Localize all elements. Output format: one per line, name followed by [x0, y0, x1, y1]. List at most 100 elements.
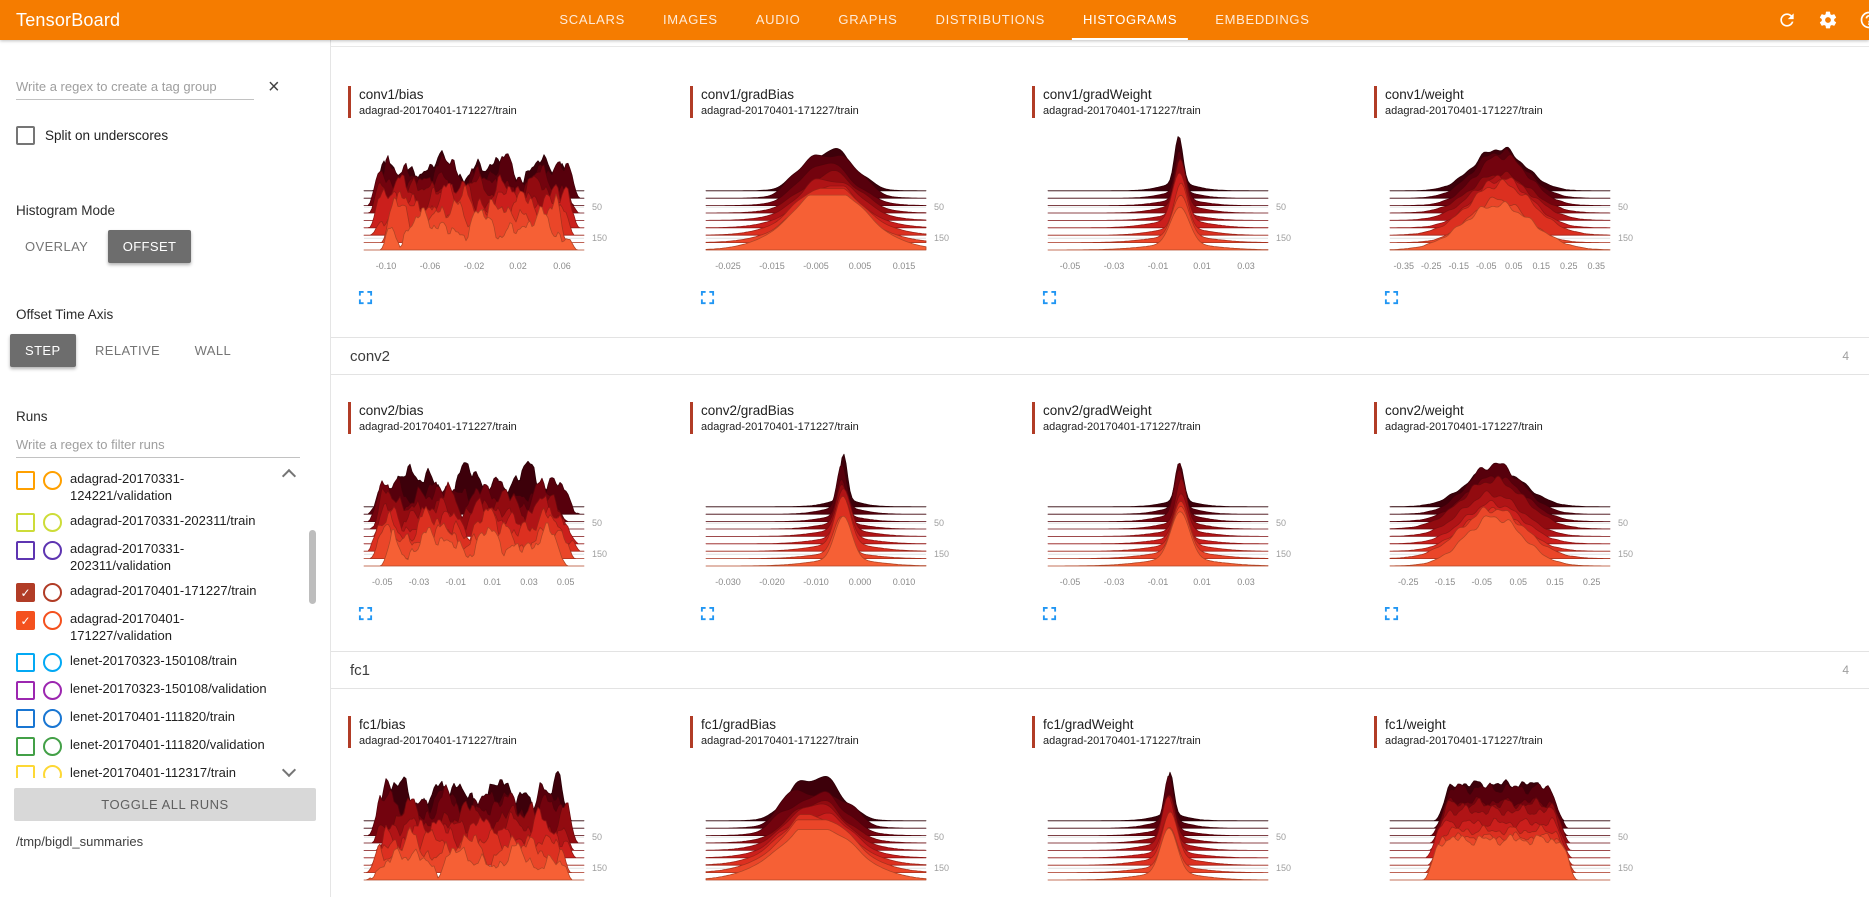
- tag-title: conv1/gradWeight: [1043, 87, 1152, 102]
- run-list-item[interactable]: ✓ lenet-20170401-111820/train: [0, 704, 330, 732]
- close-icon[interactable]: ×: [268, 76, 280, 98]
- tag-regex-input[interactable]: [16, 74, 254, 100]
- svg-text:-0.15: -0.15: [1449, 261, 1470, 271]
- histogram-chart[interactable]: 50 150: [1378, 758, 1678, 897]
- svg-text:0.15: 0.15: [1533, 261, 1551, 271]
- run-list-item[interactable]: ✓ adagrad-20170331-202311/validation: [0, 536, 330, 578]
- svg-text:150: 150: [934, 549, 949, 559]
- expand-icon[interactable]: [1384, 606, 1400, 622]
- run-checkbox[interactable]: ✓: [16, 653, 35, 672]
- run-name: adagrad-20170401-171227/train: [701, 735, 859, 747]
- wall-button[interactable]: WALL: [180, 334, 247, 367]
- expand-icon[interactable]: [358, 606, 374, 622]
- run-isolator-radio[interactable]: [43, 737, 62, 756]
- tag-title: fc1/weight: [1385, 717, 1446, 732]
- run-checkbox[interactable]: ✓: [16, 737, 35, 756]
- toggle-all-runs-button[interactable]: TOGGLE ALL RUNS: [14, 788, 316, 821]
- run-list[interactable]: ✓ adagrad-20170331-124221/validation ✓ a…: [0, 466, 330, 778]
- run-color-bar: [1032, 402, 1035, 434]
- tab-graphs[interactable]: GRAPHS: [838, 12, 898, 27]
- split-on-underscores-row[interactable]: Split on underscores: [16, 126, 314, 145]
- expand-icon[interactable]: [358, 290, 374, 306]
- histogram-chart[interactable]: 50 150: [694, 758, 994, 897]
- histogram-chart[interactable]: 50 150 -0.030 -0.020 -0.010 0.000 0.010: [694, 444, 994, 604]
- run-list-item[interactable]: ✓ lenet-20170401-112317/train: [0, 760, 330, 778]
- run-isolator-radio[interactable]: [43, 513, 62, 532]
- histogram-chart[interactable]: 50 150 -0.05 -0.03 -0.01 0.01 0.03: [1036, 444, 1336, 604]
- svg-text:150: 150: [1276, 863, 1291, 873]
- expand-icon[interactable]: [700, 290, 716, 306]
- histogram-card: conv1/gradWeight adagrad-20170401-171227…: [1032, 86, 1352, 306]
- run-isolator-radio[interactable]: [43, 681, 62, 700]
- histogram-chart[interactable]: 50 150: [1036, 758, 1336, 897]
- run-isolator-radio[interactable]: [43, 611, 62, 630]
- tag-title: fc1/bias: [359, 717, 406, 732]
- svg-text:-0.25: -0.25: [1398, 577, 1419, 587]
- run-isolator-radio[interactable]: [43, 471, 62, 490]
- svg-text:-0.01: -0.01: [1148, 261, 1169, 271]
- svg-text:0.03: 0.03: [520, 577, 538, 587]
- relative-button[interactable]: RELATIVE: [80, 334, 175, 367]
- run-checkbox[interactable]: ✓: [16, 513, 35, 532]
- svg-text:150: 150: [1618, 233, 1633, 243]
- svg-text:-0.05: -0.05: [1060, 261, 1081, 271]
- run-checkbox[interactable]: ✓: [16, 611, 35, 630]
- card-header: fc1/gradWeight adagrad-20170401-171227/t…: [1032, 716, 1352, 748]
- refresh-icon[interactable]: [1777, 10, 1797, 30]
- run-checkbox[interactable]: ✓: [16, 709, 35, 728]
- main-content: conv1/bias adagrad-20170401-171227/train…: [330, 40, 1869, 897]
- run-list-item[interactable]: ✓ adagrad-20170401-171227/validation: [0, 606, 330, 648]
- checkbox-icon[interactable]: [16, 126, 35, 145]
- section-header-fc1[interactable]: fc1 4: [330, 651, 1869, 689]
- run-checkbox[interactable]: ✓: [16, 765, 35, 778]
- scrollbar-thumb[interactable]: [309, 530, 316, 604]
- tab-scalars[interactable]: SCALARS: [559, 12, 625, 27]
- run-isolator-radio[interactable]: [43, 541, 62, 560]
- tab-distributions[interactable]: DISTRIBUTIONS: [935, 12, 1046, 27]
- overlay-button[interactable]: OVERLAY: [10, 230, 103, 263]
- run-list-item[interactable]: ✓ adagrad-20170331-202311/train: [0, 508, 330, 536]
- run-isolator-radio[interactable]: [43, 653, 62, 672]
- tab-embeddings[interactable]: EMBEDDINGS: [1215, 12, 1310, 27]
- run-list-item[interactable]: ✓ lenet-20170401-111820/validation: [0, 732, 330, 760]
- expand-icon[interactable]: [700, 606, 716, 622]
- run-filter-input[interactable]: [16, 432, 300, 458]
- svg-text:150: 150: [592, 233, 607, 243]
- histogram-chart[interactable]: 50 150 -0.025 -0.015 -0.005 0.005 0.015: [694, 128, 994, 288]
- run-checkbox[interactable]: ✓: [16, 583, 35, 602]
- app-title: TensorBoard: [16, 9, 121, 30]
- run-list-item[interactable]: ✓ adagrad-20170331-124221/validation: [0, 466, 330, 508]
- tab-histograms[interactable]: HISTOGRAMS: [1064, 0, 1196, 40]
- histogram-chart[interactable]: 50 150 -0.05 -0.03 -0.01 0.01 0.03 0.05: [352, 444, 652, 604]
- help-icon[interactable]: [1859, 10, 1869, 30]
- run-checkbox[interactable]: ✓: [16, 471, 35, 490]
- histogram-chart[interactable]: 50 150: [352, 758, 652, 897]
- run-isolator-radio[interactable]: [43, 583, 62, 602]
- expand-icon[interactable]: [1042, 290, 1058, 306]
- run-list-item[interactable]: ✓ lenet-20170323-150108/validation: [0, 676, 330, 704]
- tab-audio[interactable]: AUDIO: [755, 12, 801, 27]
- app-header: TensorBoard SCALARS IMAGES AUDIO GRAPHS …: [0, 0, 1869, 40]
- section-header-conv2[interactable]: conv2 4: [330, 337, 1869, 375]
- expand-icon[interactable]: [1042, 606, 1058, 622]
- hist​ogram-card: conv2/weight adagrad-20170401-171227/tra…: [1374, 402, 1694, 622]
- run-checkbox[interactable]: ✓: [16, 681, 35, 700]
- run-checkbox[interactable]: ✓: [16, 541, 35, 560]
- offset-button[interactable]: OFFSET: [107, 230, 192, 263]
- run-label: adagrad-20170401-171227/train: [70, 583, 257, 598]
- svg-text:0.01: 0.01: [484, 577, 502, 587]
- tag-title: conv1/bias: [359, 87, 424, 102]
- settings-gear-icon[interactable]: [1818, 10, 1838, 30]
- tab-images[interactable]: IMAGES: [662, 12, 718, 27]
- run-isolator-radio[interactable]: [43, 765, 62, 778]
- histogram-chart[interactable]: 50 150 -0.25 -0.15 -0.05 0.05 0.15 0.25: [1378, 444, 1678, 604]
- step-button[interactable]: STEP: [10, 334, 76, 367]
- histogram-chart[interactable]: 50 150 -0.10 -0.06 -0.02 0.02 0.06: [352, 128, 652, 288]
- run-list-item[interactable]: ✓ lenet-20170323-150108/train: [0, 648, 330, 676]
- run-isolator-radio[interactable]: [43, 709, 62, 728]
- histogram-chart[interactable]: 50 150 -0.05 -0.03 -0.01 0.01 0.03: [1036, 128, 1336, 288]
- run-list-item[interactable]: ✓ adagrad-20170401-171227/train: [0, 578, 330, 606]
- histogram-chart[interactable]: 50 150 -0.35 -0.25 -0.15 -0.05 0.05 0.15 0.25 0.3…: [1378, 128, 1678, 288]
- run-color-bar: [690, 86, 693, 118]
- expand-icon[interactable]: [1384, 290, 1400, 306]
